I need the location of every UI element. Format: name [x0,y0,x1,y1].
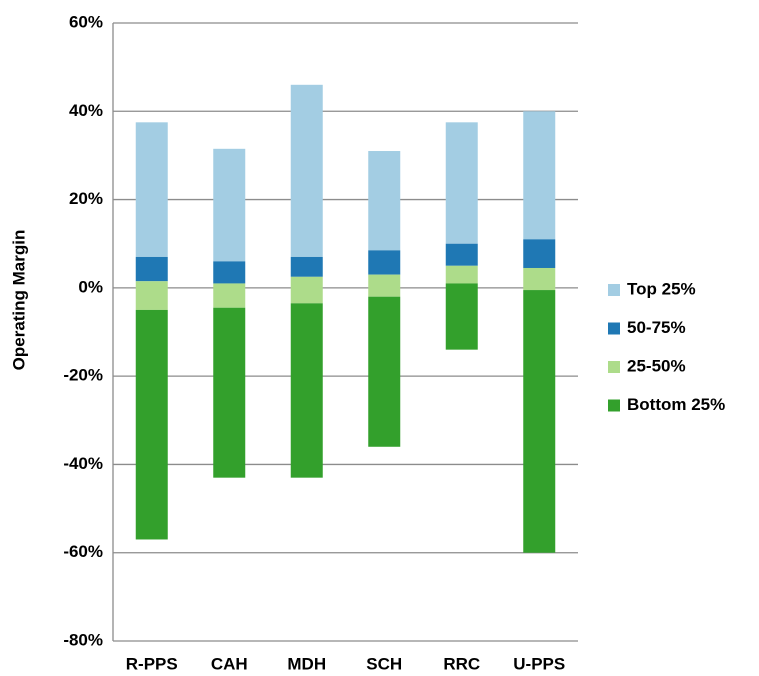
x-tick-label: MDH [287,654,326,673]
y-tick-label: 20% [69,189,103,208]
y-axis-title: Operating Margin [9,230,28,371]
legend-label: Top 25% [627,279,696,298]
legend-swatch [608,284,620,296]
y-tick-label: -40% [63,454,103,473]
bar-segment [368,151,401,251]
y-tick-label: -20% [63,366,103,385]
y-tick-label: -80% [63,630,103,649]
bar-segment [213,148,246,262]
bar-segment [135,256,168,282]
x-tick-label: R-PPS [126,654,178,673]
bar-segment [213,283,246,308]
legend-swatch [608,361,620,373]
bar-segment [135,281,168,310]
bar-segment [213,261,246,284]
bar-segment [213,307,246,478]
y-tick-label: 40% [69,101,103,120]
bar-segment [368,250,401,275]
bar-segment [523,267,556,291]
bar-segment [135,309,168,540]
x-tick-label: U-PPS [513,654,565,673]
legend-swatch [608,399,620,412]
y-tick-label: 0% [78,277,103,296]
bar-segment [523,239,556,268]
x-tick-label: RRC [443,654,480,673]
legend-label: Bottom 25% [627,395,725,414]
bar-segment [445,283,478,350]
bar-segment [445,122,478,244]
legend-label: 50-75% [627,318,686,337]
bar-segment [368,296,401,447]
bar-segment [290,256,323,277]
bar-segment [135,122,168,257]
x-tick-label: SCH [366,654,402,673]
bar-segment [290,303,323,478]
legend-swatch [608,322,620,335]
bar-segment [445,243,478,266]
legend-label: 25-50% [627,356,686,375]
bar-segment [523,290,556,553]
bar-segment [445,265,478,284]
bar-segment [290,276,323,304]
bar-segment [523,111,556,240]
y-tick-label: -60% [63,542,103,561]
x-tick-label: CAH [211,654,248,673]
y-tick-label: 60% [69,12,103,31]
bar-segment [368,274,401,297]
bar-segment [290,84,323,257]
